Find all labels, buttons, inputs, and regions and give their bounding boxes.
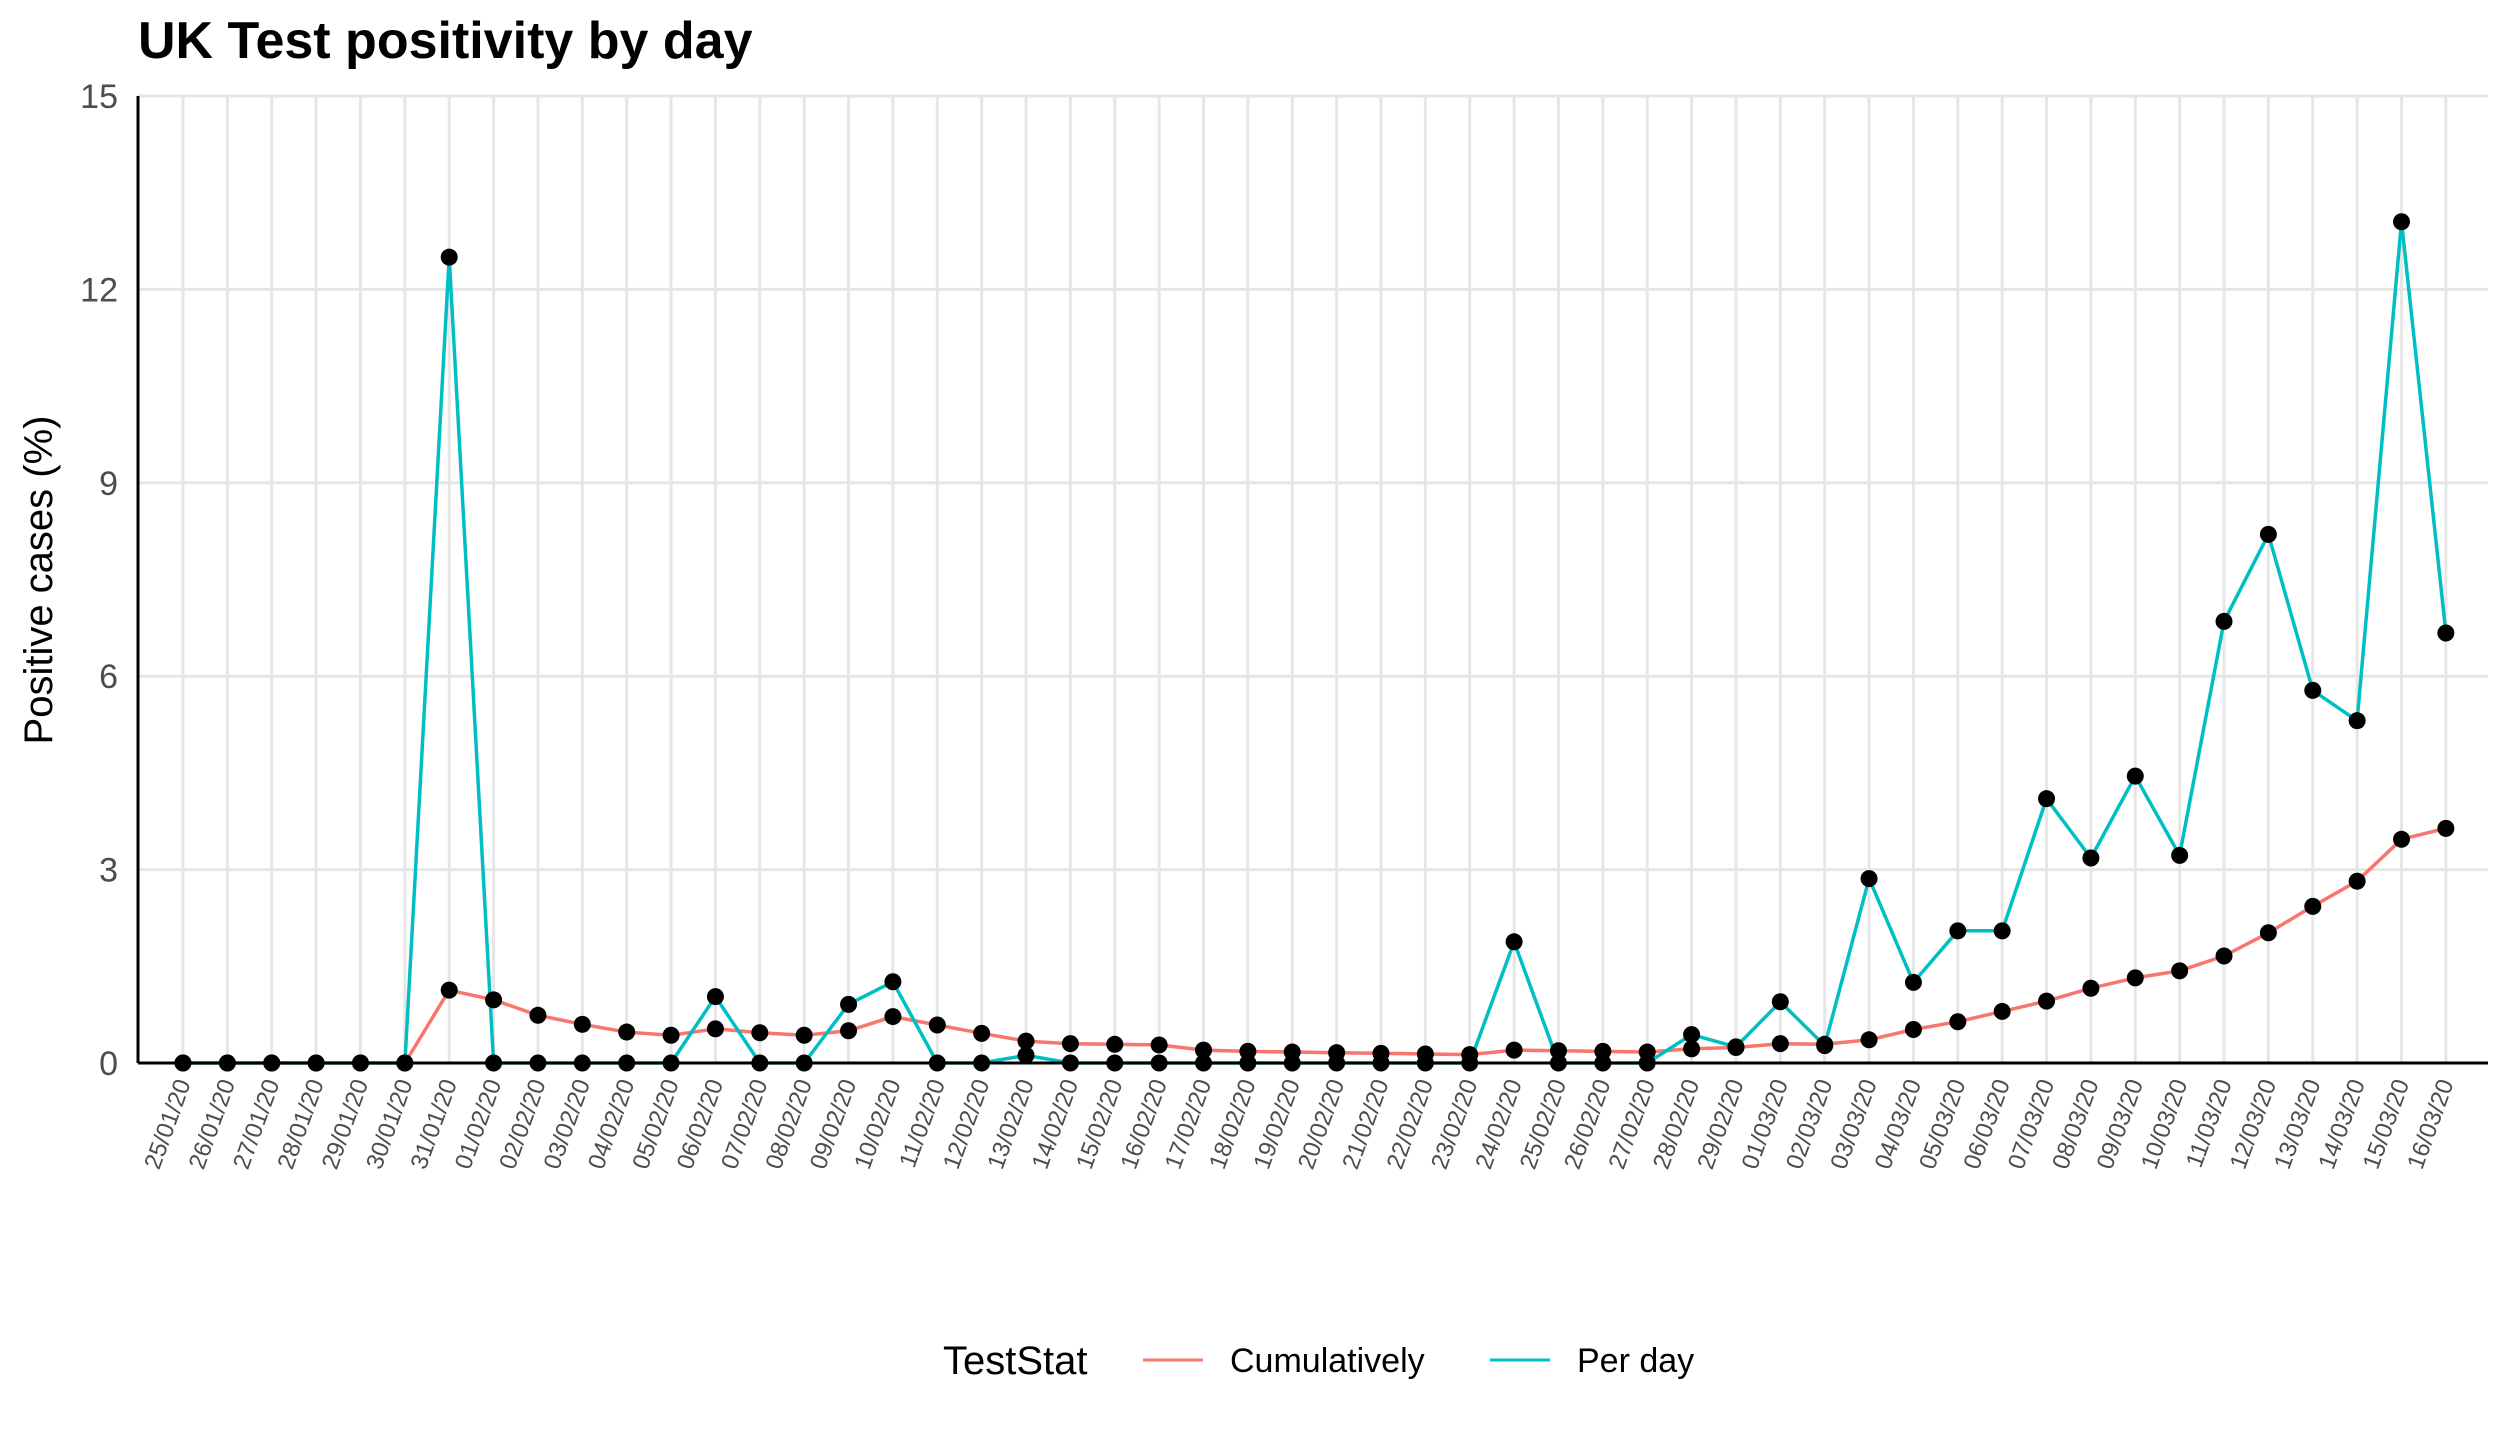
data-point — [2393, 213, 2410, 231]
data-point — [2215, 947, 2233, 965]
data-point — [2304, 681, 2322, 699]
series-line-per-day — [183, 219, 2448, 1065]
y-tick-label: 9 — [99, 465, 118, 503]
series-lines — [183, 219, 2448, 1065]
data-point — [1017, 1046, 1035, 1064]
data-point — [2038, 790, 2056, 808]
data-point — [440, 248, 458, 266]
data-point — [1727, 1038, 1745, 1056]
data-point — [884, 973, 902, 991]
data-point — [573, 1015, 591, 1033]
data-point — [1549, 1042, 1567, 1060]
data-point — [1150, 1036, 1168, 1054]
y-tick-label: 12 — [80, 271, 118, 309]
data-point — [1949, 1013, 1967, 1031]
data-point — [1993, 922, 2011, 940]
data-point — [2304, 897, 2322, 915]
y-axis-label: Positive cases (%) — [17, 416, 61, 745]
data-point — [1816, 1037, 1834, 1055]
data-point — [2171, 962, 2189, 980]
legend: TestStat Cumulatively Per day — [943, 1339, 1694, 1383]
grid-lines — [138, 94, 2488, 1065]
data-point — [1860, 1031, 1878, 1049]
chart-title: UK Test positivity by day — [138, 12, 753, 70]
series-line-cumulatively — [183, 826, 2447, 1065]
data-point — [1505, 933, 1523, 951]
data-point — [662, 1026, 680, 1044]
y-tick-label: 0 — [99, 1045, 118, 1083]
data-point — [1505, 1041, 1523, 1059]
data-point — [2437, 624, 2455, 642]
data-point — [2437, 819, 2455, 837]
data-point — [2348, 712, 2366, 730]
axes — [136, 96, 2488, 1065]
data-point — [618, 1023, 636, 1041]
data-point — [2082, 849, 2100, 867]
data-point — [1017, 1032, 1035, 1050]
data-point — [529, 1006, 547, 1024]
data-point — [1904, 1020, 1922, 1038]
data-point — [485, 991, 503, 1009]
y-tick-label: 15 — [80, 78, 118, 116]
data-point — [1195, 1041, 1213, 1059]
data-points — [174, 213, 2455, 1072]
legend-label-per-day: Per day — [1577, 1342, 1694, 1380]
data-point — [2082, 979, 2100, 997]
data-point — [1949, 922, 1967, 940]
data-point — [440, 981, 458, 999]
data-point — [1771, 993, 1789, 1011]
data-point — [2171, 846, 2189, 864]
y-axis-ticks: 0 3 6 9 12 15 — [80, 78, 118, 1083]
data-point — [1860, 870, 1878, 888]
data-point — [706, 988, 724, 1006]
data-point — [2215, 612, 2233, 630]
data-point — [1683, 1040, 1701, 1058]
data-point — [928, 1016, 946, 1034]
data-point — [751, 1024, 769, 1042]
data-point — [2259, 525, 2277, 543]
data-point — [2259, 924, 2277, 942]
data-point — [795, 1026, 813, 1044]
data-point — [706, 1020, 724, 1038]
x-axis-ticks: 25/01/2026/01/2027/01/2028/01/2029/01/20… — [139, 1076, 2459, 1173]
y-tick-label: 3 — [99, 852, 118, 890]
data-point — [1993, 1002, 2011, 1020]
data-point — [1061, 1035, 1079, 1053]
data-point — [1904, 973, 1922, 991]
data-point — [2393, 830, 2410, 848]
data-point — [2126, 767, 2144, 785]
legend-title: TestStat — [943, 1339, 1088, 1383]
data-point — [1771, 1035, 1789, 1053]
data-point — [1106, 1035, 1124, 1053]
data-point — [973, 1024, 991, 1042]
data-point — [2348, 872, 2366, 890]
data-point — [884, 1008, 902, 1026]
legend-label-cumulatively: Cumulatively — [1230, 1342, 1425, 1380]
data-point — [840, 1022, 858, 1040]
data-point — [2126, 969, 2144, 987]
y-tick-label: 6 — [99, 658, 118, 696]
data-point — [2038, 992, 2056, 1010]
data-point — [1683, 1026, 1701, 1044]
data-point — [840, 995, 858, 1013]
